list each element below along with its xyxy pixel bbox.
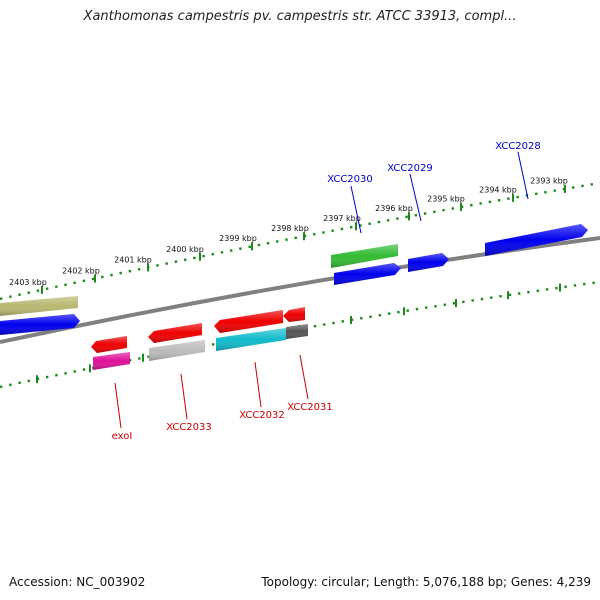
red-gene-xcc2031[interactable]	[283, 307, 305, 322]
gene-label-xcc2029[interactable]: XCC2029	[387, 163, 433, 174]
leader-exoi	[114, 382, 122, 429]
tick-label: 2402 kbp	[62, 266, 100, 275]
leader-xcc2033	[180, 373, 188, 420]
tick-label: 2396 kbp	[375, 204, 413, 213]
blue-gene-xcc2028[interactable]	[485, 224, 588, 256]
tick-label: 2398 kbp	[271, 224, 309, 233]
gene-label-xcc2033[interactable]: XCC2033	[166, 422, 212, 433]
gene-label-exoi[interactable]: exoI	[112, 431, 133, 442]
accession-text: Accession: NC_003902	[9, 575, 146, 589]
red-gene-xcc2032[interactable]	[214, 310, 283, 333]
tick-label: 2401 kbp	[114, 256, 152, 265]
outer-tick-track	[0, 181, 600, 301]
green-feature[interactable]	[331, 244, 398, 268]
inner-tick-track	[0, 280, 600, 389]
magenta-feature-exoi[interactable]	[93, 352, 130, 370]
leader-xcc2029	[409, 173, 422, 222]
blue-gene-xcc2030[interactable]	[334, 263, 401, 285]
blue-gene-left[interactable]	[0, 314, 80, 335]
forward-features	[0, 224, 588, 335]
gene-label-xcc2028[interactable]: XCC2028	[495, 141, 541, 152]
tick-label: 2397 kbp	[323, 214, 361, 223]
red-gene-exoi[interactable]	[91, 336, 127, 353]
gene-label-xcc2030[interactable]: XCC2030	[327, 174, 373, 185]
gray-feature-xcc2033[interactable]	[149, 340, 205, 361]
leader-xcc2028	[517, 151, 529, 200]
tick-label: 2394 kbp	[479, 185, 517, 194]
leader-xcc2030	[350, 185, 362, 234]
cyan-feature-xcc2032[interactable]	[216, 328, 286, 351]
gene-label-xcc2031[interactable]: XCC2031	[287, 402, 333, 413]
gene-label-xcc2032[interactable]: XCC2032	[239, 410, 285, 421]
leader-xcc2031	[299, 354, 309, 400]
tick-label: 2395 kbp	[427, 195, 465, 204]
leader-xcc2032	[254, 361, 262, 408]
tick-label: 2399 kbp	[219, 234, 257, 243]
label-leaders	[114, 151, 529, 429]
blue-gene-xcc2029[interactable]	[408, 253, 449, 272]
red-gene-xcc2033[interactable]	[148, 323, 202, 343]
reverse-features	[91, 307, 308, 370]
darkgray-feature-xcc2031[interactable]	[286, 324, 308, 339]
genome-summary-text: Topology: circular; Length: 5,076,188 bp…	[261, 575, 591, 589]
olive-feature[interactable]	[0, 296, 78, 316]
tick-label: 2400 kbp	[166, 245, 204, 254]
tick-label: 2403 kbp	[9, 278, 47, 287]
map-title: Xanthomonas campestris pv. campestris st…	[83, 9, 517, 24]
tick-label: 2393 kbp	[530, 177, 568, 186]
